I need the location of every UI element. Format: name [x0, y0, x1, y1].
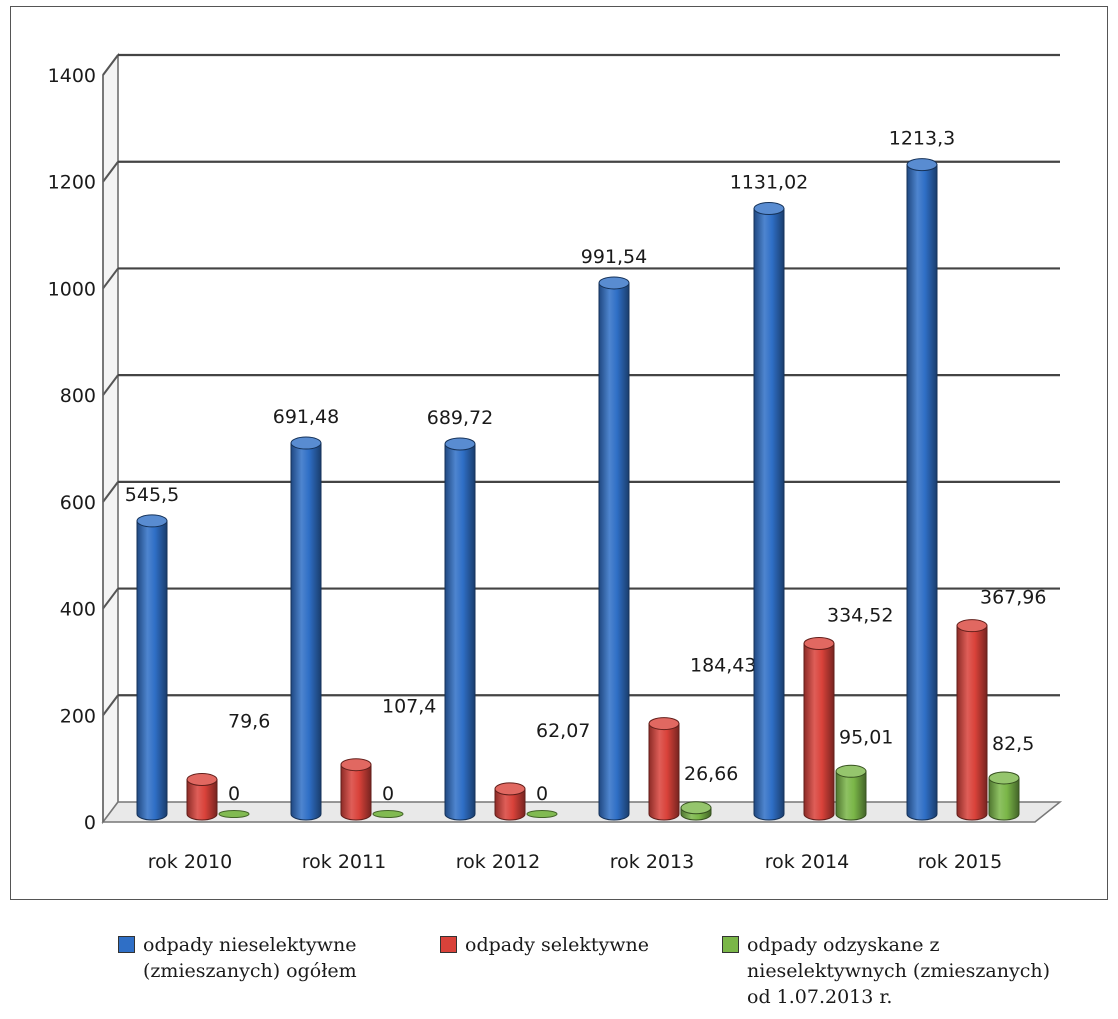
y-tick-label-800: 800 — [60, 385, 96, 407]
y-tick-label-1000: 1000 — [48, 278, 96, 300]
legend-item-odzyskane: odpady odzyskane z nieselektywnych (zmie… — [722, 932, 1050, 1010]
y-tick-label-0: 0 — [84, 812, 96, 834]
legend-label-nieselektywne: odpady nieselektywne (zmieszanych) ogółe… — [143, 934, 357, 982]
data-label-selektywne-rok-2012: 62,07 — [536, 720, 590, 742]
data-label-nieselektywne-rok-2012: 689,72 — [427, 407, 493, 429]
data-label-nieselektywne-rok-2015: 1213,3 — [889, 128, 955, 150]
bar-selektywne-rok-2015 — [956, 625, 988, 821]
bar-nieselektywne-rok-2011 — [290, 442, 322, 821]
legend-label-selektywne: odpady selektywne — [465, 934, 649, 956]
data-label-selektywne-rok-2015: 367,96 — [980, 587, 1046, 609]
bar-odzyskane-rok-2015-top — [988, 771, 1020, 785]
legend-swatch-odzyskane — [722, 936, 739, 953]
bar-selektywne-rok-2014-top — [803, 637, 835, 651]
bar-selektywne-rok-2014 — [803, 643, 835, 821]
data-label-nieselektywne-rok-2010: 545,5 — [125, 484, 179, 506]
data-label-selektywne-rok-2010: 79,6 — [228, 711, 270, 733]
gridline-side-1000 — [102, 267, 119, 290]
bar-nieselektywne-rok-2013 — [598, 282, 630, 821]
bar-selektywne-rok-2013 — [648, 723, 680, 821]
bar-selektywne-rok-2013-top — [648, 717, 680, 731]
bar-selektywne-rok-2012 — [494, 788, 526, 821]
legend-item-selektywne: odpady selektywne — [440, 932, 649, 958]
bar-nieselektywne-rok-2012 — [444, 443, 476, 821]
bar-selektywne-rok-2011 — [340, 764, 372, 821]
legend-swatch-nieselektywne — [118, 936, 135, 953]
gridline-side-600 — [102, 481, 119, 503]
data-label-odzyskane-rok-2015: 82,5 — [992, 733, 1034, 755]
legend-item-nieselektywne: odpady nieselektywne (zmieszanych) ogółe… — [118, 932, 357, 984]
bar-nieselektywne-rok-2014 — [753, 208, 785, 821]
bar-odzyskane-rok-2012 — [526, 810, 558, 818]
data-label-odzyskane-rok-2010: 0 — [228, 783, 240, 805]
bar-nieselektywne-rok-2010-top — [136, 514, 168, 528]
bar-odzyskane-rok-2015 — [988, 777, 1020, 821]
bar-selektywne-rok-2015-top — [956, 619, 988, 633]
bar-odzyskane-rok-2014 — [835, 770, 867, 821]
gridline-side-1400 — [102, 54, 119, 76]
data-label-odzyskane-rok-2012: 0 — [536, 783, 548, 805]
bar-selektywne-rok-2011-top — [340, 758, 372, 772]
gridline-side-400 — [102, 587, 119, 610]
bar-nieselektywne-rok-2010 — [136, 520, 168, 821]
data-label-nieselektywne-rok-2013: 991,54 — [581, 246, 647, 268]
bar-odzyskane-rok-2014-top — [835, 764, 867, 778]
bar-selektywne-rok-2010 — [186, 779, 218, 821]
y-tick-label-1400: 1400 — [48, 65, 96, 87]
bar-nieselektywne-rok-2013-top — [598, 276, 630, 290]
bar-nieselektywne-rok-2014-top — [753, 202, 785, 216]
x-tick-label-rok-2013: rok 2013 — [610, 851, 694, 873]
y-tick-label-200: 200 — [60, 705, 96, 727]
data-label-selektywne-rok-2011: 107,4 — [382, 696, 436, 718]
x-tick-label-rok-2014: rok 2014 — [765, 851, 849, 873]
data-label-selektywne-rok-2013: 184,43 — [690, 655, 756, 677]
bar-selektywne-rok-2012-top — [494, 782, 526, 796]
x-tick-label-rok-2015: rok 2015 — [918, 851, 1002, 873]
bar-nieselektywne-rok-2015 — [906, 164, 938, 821]
bar-nieselektywne-rok-2011-top — [290, 436, 322, 450]
bar-nieselektywne-rok-2012-top — [444, 437, 476, 451]
data-label-nieselektywne-rok-2014: 1131,02 — [730, 172, 809, 194]
data-label-nieselektywne-rok-2011: 691,48 — [273, 406, 339, 428]
data-label-odzyskane-rok-2011: 0 — [382, 783, 394, 805]
legend-label-odzyskane: odpady odzyskane z nieselektywnych (zmie… — [747, 934, 1051, 1008]
bar-odzyskane-rok-2013-top — [680, 801, 712, 815]
gridline-side-200 — [102, 694, 119, 716]
x-tick-label-rok-2010: rok 2010 — [148, 851, 232, 873]
y-tick-label-1200: 1200 — [48, 172, 96, 194]
data-label-odzyskane-rok-2014: 95,01 — [839, 726, 893, 748]
x-tick-label-rok-2012: rok 2012 — [456, 851, 540, 873]
x-tick-label-rok-2011: rok 2011 — [302, 851, 386, 873]
data-label-selektywne-rok-2014: 334,52 — [827, 605, 893, 627]
gridline-side-800 — [102, 374, 119, 396]
y-tick-label-400: 400 — [60, 599, 96, 621]
data-label-odzyskane-rok-2013: 26,66 — [684, 763, 738, 785]
bar-selektywne-rok-2010-top — [186, 773, 218, 787]
bar-odzyskane-rok-2011 — [372, 810, 404, 818]
legend-swatch-selektywne — [440, 936, 457, 953]
y-tick-label-600: 600 — [60, 492, 96, 514]
bar-odzyskane-rok-2010 — [218, 810, 250, 818]
gridline-side-1200 — [102, 161, 119, 183]
bar-nieselektywne-rok-2015-top — [906, 158, 938, 172]
